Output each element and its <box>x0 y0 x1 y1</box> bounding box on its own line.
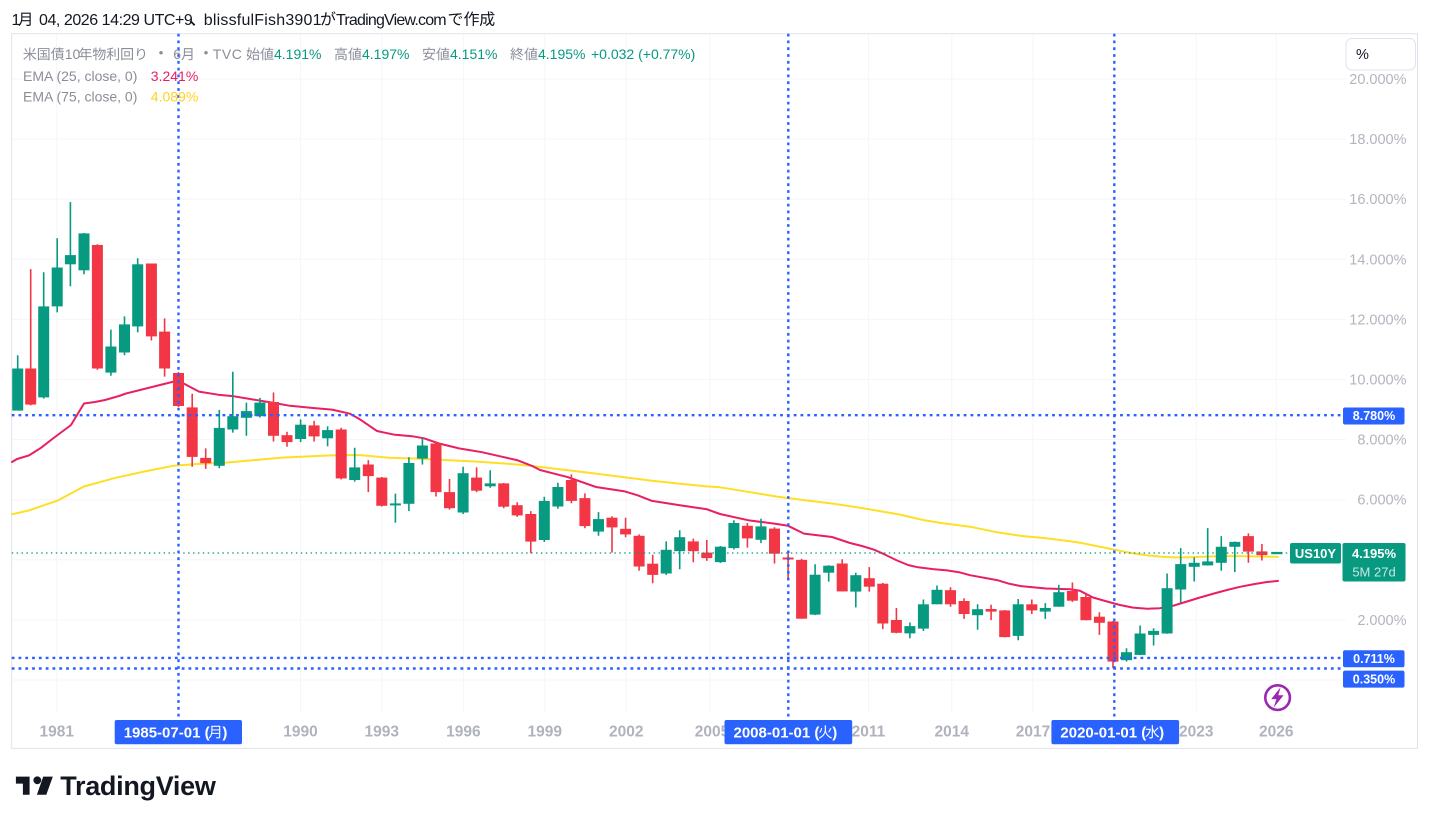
svg-text:2011: 2011 <box>852 724 886 741</box>
svg-text:blissfulFish3901: blissfulFish3901 <box>204 12 322 29</box>
svg-text:3.241%: 3.241% <box>151 68 198 84</box>
svg-text:1999: 1999 <box>528 724 563 741</box>
svg-text:TVC: TVC <box>213 46 243 62</box>
svg-text:2017: 2017 <box>1016 724 1050 741</box>
svg-text:18.000%: 18.000% <box>1349 132 1406 148</box>
svg-text:2023: 2023 <box>1179 724 1214 741</box>
svg-text:): ) <box>1159 724 1164 741</box>
svg-text:2026: 2026 <box>1259 724 1294 741</box>
svg-text:EMA (75, close, 0): EMA (75, close, 0) <box>23 89 137 105</box>
svg-text:20.000%: 20.000% <box>1349 72 1406 88</box>
svg-text:US10Y: US10Y <box>1295 546 1337 561</box>
svg-text:16.000%: 16.000% <box>1349 192 1406 208</box>
svg-text:12.000%: 12.000% <box>1349 312 1406 328</box>
svg-text:4.089%: 4.089% <box>151 89 198 105</box>
svg-text:2020-01-01 (: 2020-01-01 ( <box>1060 724 1146 741</box>
svg-text:14.000%: 14.000% <box>1349 252 1406 268</box>
svg-text:TradingView: TradingView <box>60 771 217 801</box>
svg-text:4.195%: 4.195% <box>1352 546 1397 561</box>
svg-text:6: 6 <box>173 46 181 62</box>
svg-text:6.000%: 6.000% <box>1357 493 1406 509</box>
svg-text:4.151%: 4.151% <box>450 46 497 62</box>
svg-text:0.711%: 0.711% <box>1353 652 1395 666</box>
svg-text:10: 10 <box>65 46 81 62</box>
svg-text:1996: 1996 <box>446 724 481 741</box>
svg-text:1985-07-01 (: 1985-07-01 ( <box>124 724 210 741</box>
svg-text:+0.032 (+0.77%): +0.032 (+0.77%) <box>591 46 695 62</box>
svg-text:): ) <box>832 724 837 741</box>
svg-text:2.000%: 2.000% <box>1357 613 1406 629</box>
svg-text:1990: 1990 <box>283 724 317 741</box>
svg-text:8.780%: 8.780% <box>1353 409 1395 423</box>
svg-text:): ) <box>222 724 227 741</box>
svg-text:04, 2026 14:29 UTC+9: 04, 2026 14:29 UTC+9 <box>39 12 193 29</box>
svg-text:4.191%: 4.191% <box>274 46 321 62</box>
svg-text:4.197%: 4.197% <box>362 46 409 62</box>
svg-text:10.000%: 10.000% <box>1349 373 1406 389</box>
svg-text:EMA (25, close, 0): EMA (25, close, 0) <box>23 68 137 84</box>
svg-text:2002: 2002 <box>609 724 643 741</box>
svg-text:4.195%: 4.195% <box>538 46 585 62</box>
svg-text:1981: 1981 <box>40 724 75 741</box>
svg-text:2008-01-01 (: 2008-01-01 ( <box>734 724 820 741</box>
svg-text:TradingView.com: TradingView.com <box>336 12 446 29</box>
svg-text:0.350%: 0.350% <box>1353 672 1395 686</box>
svg-text:2005: 2005 <box>695 724 730 741</box>
svg-text:5M 27d: 5M 27d <box>1352 565 1395 580</box>
svg-text:8.000%: 8.000% <box>1357 433 1406 449</box>
svg-text:2014: 2014 <box>935 724 970 741</box>
svg-text:1: 1 <box>12 12 21 29</box>
svg-text:%: % <box>1356 47 1369 63</box>
svg-text:1993: 1993 <box>365 724 400 741</box>
